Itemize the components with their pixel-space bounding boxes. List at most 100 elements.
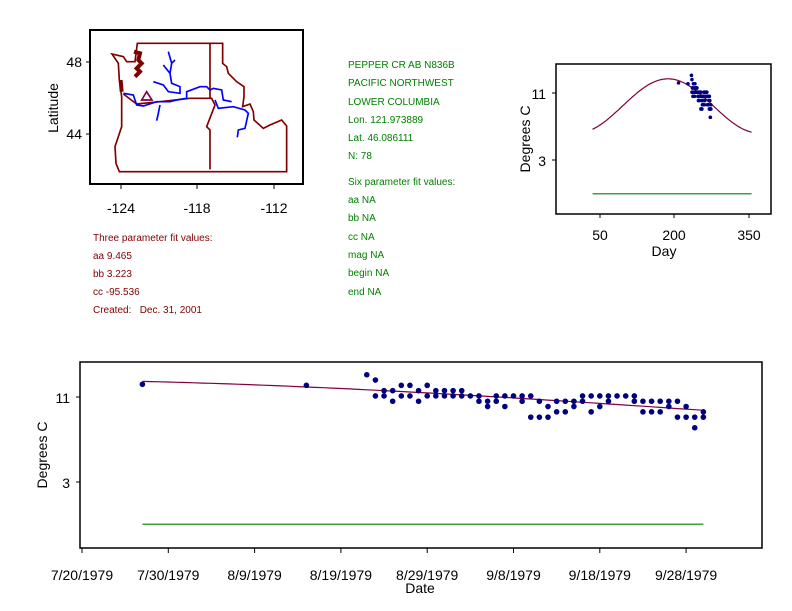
map-xtick: -118	[184, 200, 211, 216]
seasonal-point	[702, 102, 707, 107]
seasonal-point	[693, 81, 697, 86]
timeseries-point	[536, 414, 543, 420]
six-param-aa: aa NA	[348, 195, 376, 206]
timeseries-point	[502, 393, 508, 399]
timeseries-point	[476, 398, 482, 405]
timeseries-point	[415, 387, 422, 394]
timeseries-point	[700, 414, 707, 420]
timeseries-point	[553, 398, 560, 405]
timeseries-plot	[139, 371, 707, 525]
seasonal-point	[708, 98, 712, 103]
timeseries-xtick: 7/20/1979	[51, 567, 113, 583]
timeseries-xtick: 8/9/1979	[227, 567, 282, 583]
timeseries-xtick: 9/28/1979	[655, 567, 717, 583]
three-param-block: Three parameter fit values: aa 9.465 bb …	[93, 233, 213, 316]
three-param-cc: cc -95.536	[93, 287, 140, 298]
created-date: Created: Dec. 31, 2001	[93, 305, 202, 316]
seasonal-point	[689, 73, 694, 78]
timeseries-point	[372, 393, 379, 399]
timeseries-point	[424, 382, 431, 389]
timeseries-fit-line	[142, 380, 704, 411]
station-name: PEPPER CR AB N836B	[348, 60, 455, 71]
timeseries-point	[363, 371, 370, 378]
timeseries-point	[562, 409, 569, 415]
six-param-mag: mag NA	[348, 250, 384, 261]
seasonal-point	[676, 81, 681, 85]
rivers	[123, 51, 250, 138]
timeseries-point	[484, 398, 491, 405]
timeseries-point	[458, 387, 465, 394]
seasonal-point	[706, 102, 711, 107]
timeseries-xtick: 8/19/1979	[310, 567, 372, 583]
seasonal-ylabel: Degrees C	[517, 106, 533, 173]
timeseries-point	[700, 409, 707, 415]
timeseries-point	[381, 393, 387, 399]
timeseries-point	[536, 398, 543, 405]
timeseries-ytick: 11	[55, 390, 70, 406]
timeseries-xtick: 8/29/1979	[396, 567, 458, 583]
timeseries-point	[398, 393, 405, 399]
timeseries-point	[579, 393, 586, 399]
seasonal-xlabel: Day	[652, 243, 677, 259]
timeseries-ytick: 3	[62, 475, 70, 491]
map-xtick: -124	[107, 200, 135, 216]
timeseries-point	[648, 398, 655, 405]
station-info: PEPPER CR AB N836B PACIFIC NORTHWEST LOW…	[348, 60, 455, 298]
timeseries-point	[553, 409, 560, 415]
station-n: N: 78	[348, 151, 372, 162]
six-param-end: end NA	[348, 287, 382, 298]
timeseries-point	[571, 403, 577, 410]
seasonal-point	[707, 94, 712, 99]
map-frame	[89, 29, 304, 185]
puget-sound	[118, 49, 145, 92]
timeseries-point	[657, 398, 664, 405]
timeseries-point	[579, 398, 586, 405]
timeseries-point	[622, 393, 629, 399]
seasonal-xtick: 350	[737, 227, 761, 243]
timeseries-point	[527, 393, 534, 399]
timeseries-point	[545, 403, 551, 410]
seasonal-point	[709, 102, 713, 107]
timeseries-point	[519, 398, 525, 405]
timeseries-ylabel: Degrees C	[34, 422, 50, 489]
seasonal-point	[690, 77, 694, 82]
timeseries-point	[389, 398, 396, 405]
seasonal-frame	[555, 63, 772, 215]
seasonal-point	[697, 98, 702, 103]
timeseries-point	[640, 409, 646, 415]
map-ytick: 48	[66, 54, 82, 70]
timeseries-point	[441, 387, 448, 394]
timeseries-point	[691, 414, 698, 420]
seasonal-ytick: 3	[538, 153, 546, 169]
timeseries-point	[597, 403, 603, 410]
seasonal-point	[699, 90, 703, 94]
timeseries-point	[691, 424, 698, 431]
timeseries-point	[640, 398, 646, 405]
timeseries-point	[450, 393, 456, 399]
timeseries-point	[467, 393, 474, 399]
seasonal-point	[686, 81, 690, 86]
seasonal-plot	[592, 73, 752, 195]
timeseries-point	[666, 398, 672, 405]
seasonal-point	[703, 98, 707, 103]
timeseries-point	[683, 414, 689, 420]
timeseries-point	[139, 381, 146, 388]
timeseries-point	[666, 403, 672, 410]
seasonal-point	[709, 107, 713, 111]
timeseries-xtick: 9/8/1979	[486, 567, 541, 583]
seasonal-ytick: 11	[531, 86, 546, 102]
timeseries-point	[433, 393, 439, 399]
map-ytick: 44	[66, 126, 82, 142]
station-subregion: LOWER COLUMBIA	[348, 97, 440, 108]
timeseries-point	[484, 403, 491, 410]
timeseries-point	[674, 414, 681, 420]
timeseries-point	[562, 398, 569, 405]
seasonal-xtick: 50	[592, 227, 608, 243]
timeseries-point	[303, 382, 310, 389]
seasonal-point	[708, 115, 713, 120]
six-param-title: Six parameter fit values:	[348, 177, 455, 188]
timeseries-point	[588, 409, 594, 415]
map-ylabel: Latitude	[45, 83, 61, 133]
timeseries-point	[398, 382, 405, 389]
six-param-bb: bb NA	[348, 213, 376, 224]
